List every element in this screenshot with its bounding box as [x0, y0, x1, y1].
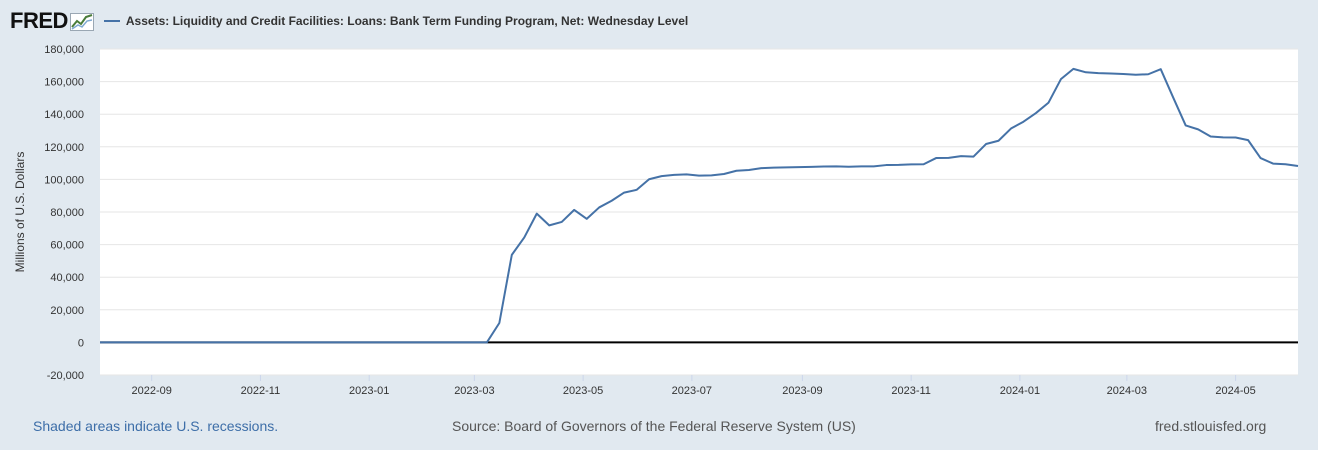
x-tick-label: 2024-03 [1107, 385, 1147, 397]
fred-logo-text: FRED [10, 8, 68, 33]
line-chart: -20,000 0 20,000 40,000 60,000 80,000 100,000 1… [13, 44, 1299, 397]
y-tick-label: 100,000 [44, 174, 84, 186]
y-axis-tick-labels: -20,000 0 20,000 40,000 60,000 80,000 100,000 1… [44, 44, 84, 382]
x-tick-label: 2023-09 [782, 385, 822, 397]
series-line [100, 67, 1299, 344]
source-text: Source: Board of Governors of the Federa… [452, 418, 856, 434]
x-tick-label: 2024-05 [1215, 385, 1255, 397]
fred-graph-icon [69, 13, 94, 31]
x-axis-tick-labels: 2022-09 2022-11 2023-01 2023-03 2023-05 2023-… [132, 385, 1256, 397]
y-tick-label: 180,000 [44, 44, 84, 56]
y-tick-label: 160,000 [44, 77, 84, 89]
x-tick-label: 2023-05 [563, 385, 603, 397]
y-tick-label: 40,000 [50, 272, 84, 284]
legend-series-title: Assets: Liquidity and Credit Facilities:… [125, 14, 689, 28]
site-text: fred.stlouisfed.org [1155, 418, 1267, 434]
x-axis-ticks [151, 375, 1237, 381]
grid-lines [100, 48, 1298, 376]
x-tick-label: 2023-07 [672, 385, 712, 397]
y-tick-label: 140,000 [44, 109, 84, 121]
legend-swatch [103, 20, 120, 22]
x-tick-label: 2023-03 [454, 385, 494, 397]
y-axis-label: Millions of U.S. Dollars [13, 152, 27, 273]
y-tick-label: 0 [78, 337, 84, 349]
x-tick-label: 2022-09 [132, 385, 172, 397]
fred-logo[interactable]: FRED [10, 8, 94, 34]
x-tick-label: 2022-11 [241, 385, 281, 397]
y-tick-label: 80,000 [50, 207, 84, 219]
y-tick-label: 60,000 [50, 240, 84, 252]
chart-header: FRED Assets: Liquidity and Credit Facili… [10, 8, 688, 34]
y-tick-label: -20,000 [47, 370, 84, 382]
chart-legend: Assets: Liquidity and Credit Facilities:… [103, 14, 689, 28]
y-tick-label: 20,000 [50, 305, 84, 317]
y-tick-label: 120,000 [44, 142, 84, 154]
x-tick-label: 2024-01 [1000, 385, 1040, 397]
x-tick-label: 2023-11 [891, 385, 931, 397]
recession-note-link[interactable]: Shaded areas indicate U.S. recessions. [33, 418, 279, 434]
x-tick-label: 2023-01 [349, 385, 389, 397]
